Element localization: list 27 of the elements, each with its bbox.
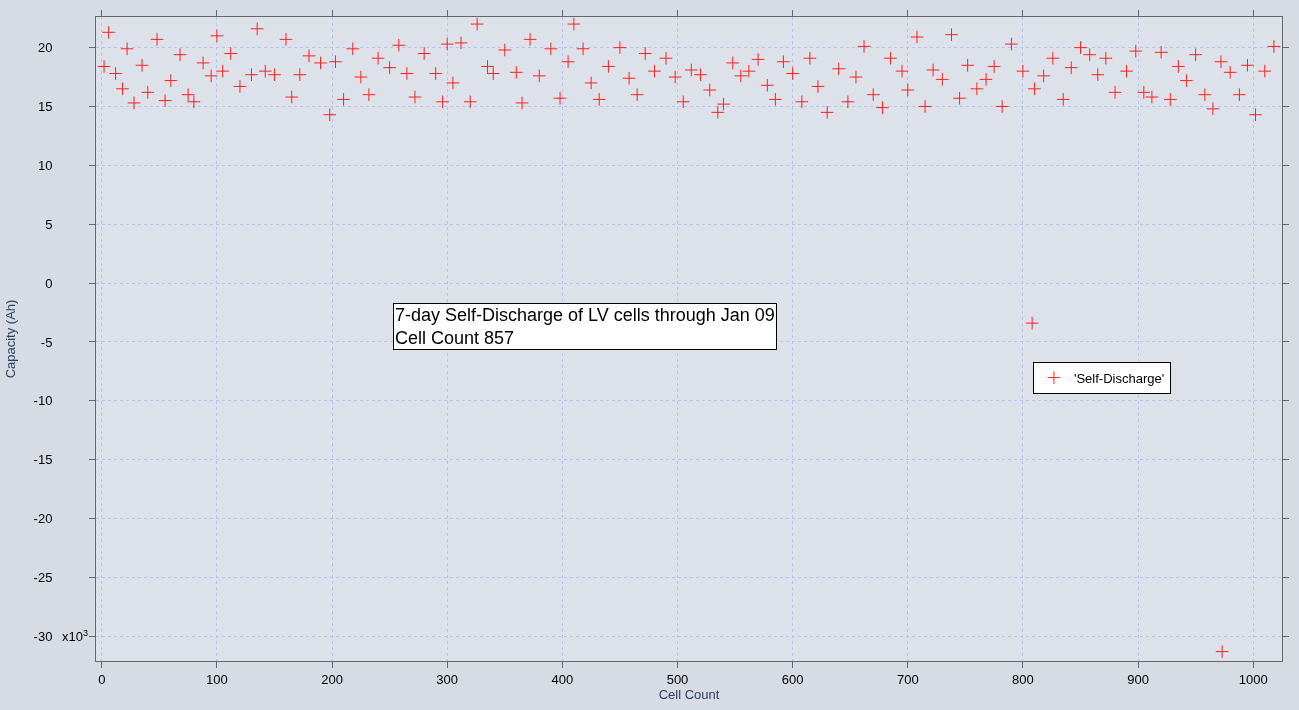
x-tick-label: 500 bbox=[666, 671, 689, 687]
annotation: 7-day Self-Discharge of LV cells through Jan 09 Cell Count 857 bbox=[395, 305, 775, 349]
x-tick-label: 300 bbox=[436, 671, 459, 687]
y-tick-label: -15 bbox=[33, 452, 53, 468]
y-tick-label: 10 bbox=[37, 157, 53, 173]
y-tick-label: 15 bbox=[37, 99, 53, 115]
x-tick-label: 0 bbox=[98, 671, 106, 687]
y-tick-label: -25 bbox=[33, 569, 53, 585]
legend-label: 'Self-Discharge' bbox=[1073, 370, 1165, 386]
y-tick-label: -20 bbox=[33, 511, 53, 527]
y-tick-label: -5 bbox=[40, 334, 53, 350]
x-tick-label: 900 bbox=[1127, 671, 1149, 687]
x-tick-label: 100 bbox=[206, 671, 228, 687]
y-tick-label: 20 bbox=[37, 40, 53, 56]
y-axis-title: Capacity (Ah) bbox=[2, 299, 18, 379]
y-tick-label: -10 bbox=[33, 393, 53, 409]
y-tick-label: 0 bbox=[45, 275, 53, 291]
x-tick-label: 400 bbox=[551, 671, 574, 687]
x-axis-title: Cell Count bbox=[658, 687, 720, 703]
x-tick-label: 700 bbox=[896, 671, 919, 687]
x-tick-label: 600 bbox=[781, 671, 804, 687]
y-tick-label: 5 bbox=[45, 216, 53, 232]
text: x10$^{3}$ bbox=[62, 628, 89, 645]
x-tick-label: 1000 bbox=[1238, 671, 1268, 687]
x-tick-label: 200 bbox=[321, 671, 343, 687]
y-tick-label: -30 bbox=[33, 628, 53, 644]
x-tick-label: 800 bbox=[1012, 671, 1034, 687]
